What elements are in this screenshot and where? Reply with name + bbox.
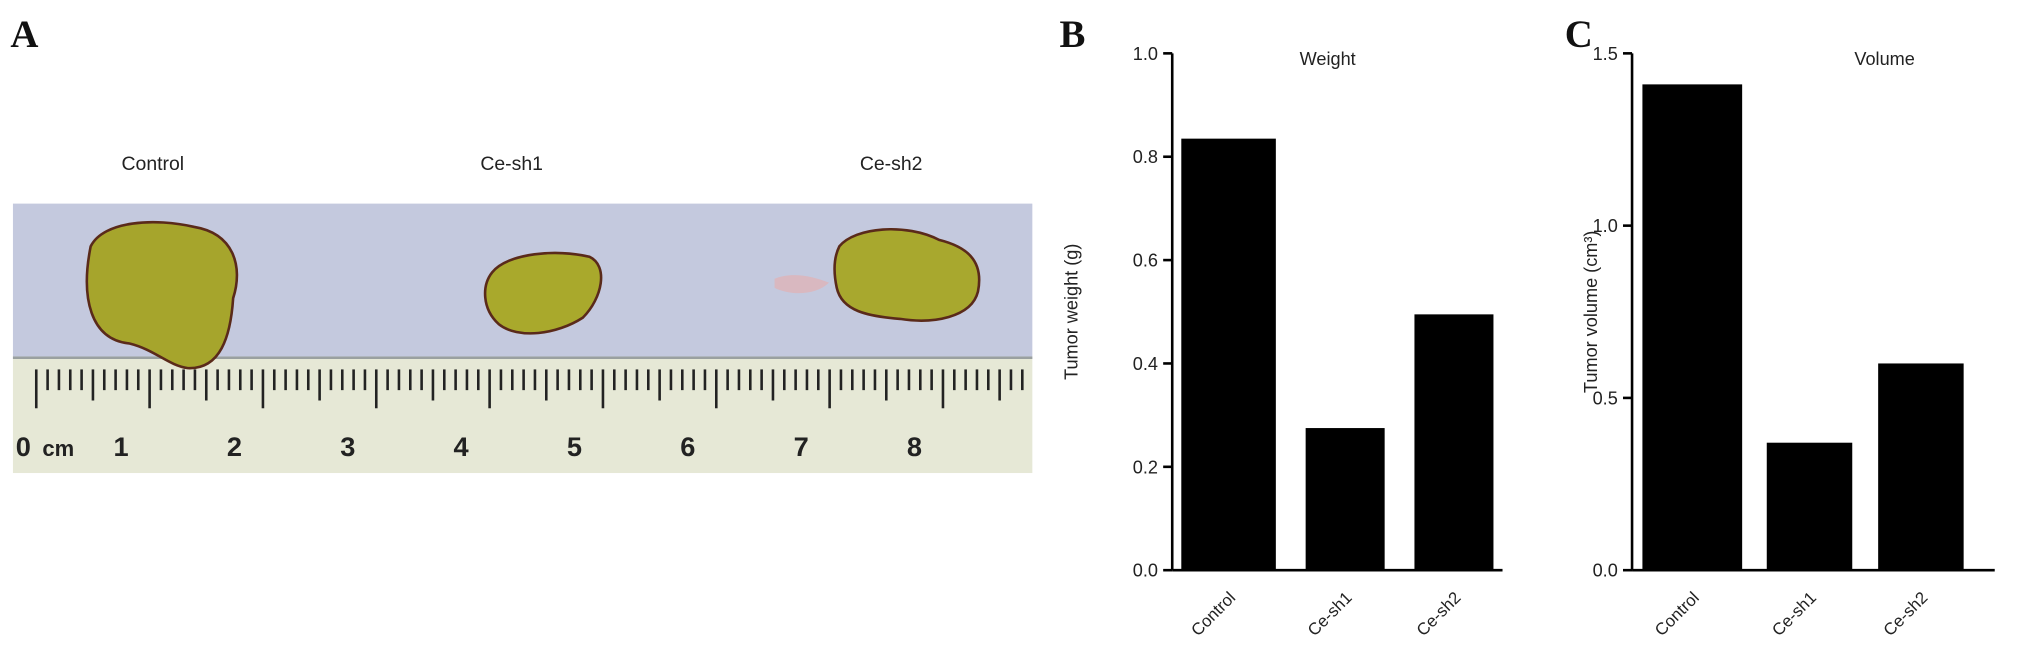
y-tick-label: 1.5 [1593,44,1618,64]
chart: C Volume Tumor volume (cm³) 0.0 0.5 1.0 1.5 Con… [1565,13,1995,640]
y-axis-label: Tumor weight (g) [1062,244,1082,380]
chart: B Weight Tumor weight (g) 0.0 0.2 0.4 0.6 0.8 1.… [1060,13,1503,640]
y-tick-label: 0.4 [1133,354,1158,374]
ruler-label: 4 [454,431,469,462]
panel-label: B [1060,13,1086,56]
x-tick-label: Ce-sh1 [1304,588,1356,640]
y-tick-label: 0.8 [1133,147,1158,167]
ruler-label: 3 [340,431,355,462]
tissue-fragment [774,275,829,294]
x-tick-label: Ce-sh2 [1413,588,1465,640]
tumor [483,251,603,335]
y-axis-label: Tumor volume (cm³) [1581,231,1601,393]
y-tick-label: 0.6 [1133,251,1158,271]
bar [1766,442,1853,571]
ruler-label: 1 [114,431,129,462]
y-tick-label: 0.2 [1133,457,1158,477]
x-tick-label: Ce-sh1 [1768,588,1820,640]
panel-label: A [10,13,38,56]
tumor-photo: 0 cm 1 2 3 4 5 6 7 8 [12,203,1033,474]
x-tick-label: Control [1187,588,1239,640]
tumor [833,227,981,322]
bar [1642,84,1743,571]
chart-title: Weight [1300,49,1356,69]
ruler-label: 7 [794,431,809,462]
bar [1878,363,1964,571]
bar [1414,314,1494,571]
ruler-label: cm [42,436,74,461]
photo-caption: Control [122,153,185,175]
photo-caption: Ce-sh2 [860,153,923,175]
ruler-label: 5 [567,431,582,462]
ruler-label: 8 [907,431,922,462]
photo-caption: Ce-sh1 [480,153,543,175]
bar [1181,138,1276,571]
y-tick-label: 0.0 [1133,561,1158,581]
chart-title: Volume [1854,49,1914,69]
y-tick-label: 0.0 [1593,561,1618,581]
ruler-label: 0 [16,431,31,462]
ruler-label: 2 [227,431,242,462]
bar [1305,428,1385,571]
panel-label: C [1565,13,1593,56]
ruler-label: 6 [680,431,695,462]
y-tick-label: 0.5 [1593,388,1618,408]
tumor [85,220,239,370]
y-tick-label: 1.0 [1133,44,1158,64]
y-tick-label: 1.0 [1593,216,1618,236]
x-tick-label: Ce-sh2 [1880,588,1932,640]
x-tick-label: Control [1651,588,1703,640]
